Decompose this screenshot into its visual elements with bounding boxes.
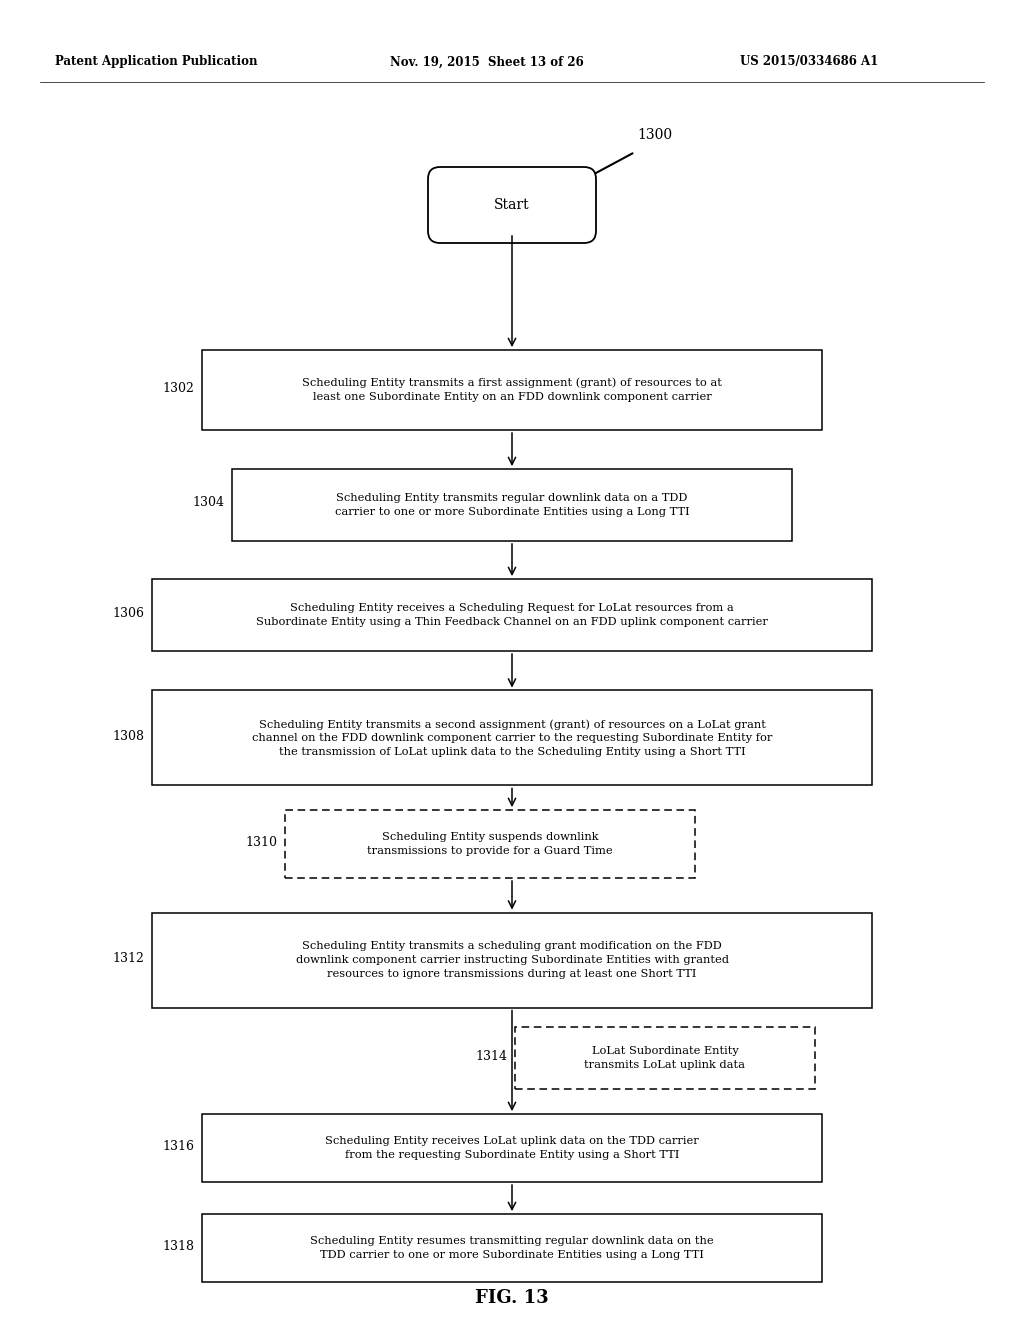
Text: Patent Application Publication: Patent Application Publication (55, 55, 257, 69)
Text: 1310: 1310 (245, 836, 278, 849)
Text: 1300: 1300 (637, 128, 673, 143)
Text: 1312: 1312 (112, 952, 144, 965)
Text: 1306: 1306 (112, 606, 144, 619)
Text: Scheduling Entity transmits a first assignment (grant) of resources to at
least : Scheduling Entity transmits a first assi… (302, 378, 722, 403)
Text: LoLat Subordinate Entity
transmits LoLat uplink data: LoLat Subordinate Entity transmits LoLat… (585, 1047, 745, 1069)
FancyBboxPatch shape (152, 579, 872, 651)
FancyBboxPatch shape (152, 912, 872, 1007)
Text: 1304: 1304 (193, 496, 224, 510)
Text: Scheduling Entity transmits regular downlink data on a TDD
carrier to one or mor: Scheduling Entity transmits regular down… (335, 494, 689, 517)
Text: Scheduling Entity transmits a scheduling grant modification on the FDD
downlink : Scheduling Entity transmits a scheduling… (296, 941, 728, 978)
Text: Scheduling Entity suspends downlink
transmissions to provide for a Guard Time: Scheduling Entity suspends downlink tran… (368, 832, 612, 855)
FancyBboxPatch shape (202, 350, 822, 430)
FancyBboxPatch shape (202, 1214, 822, 1282)
Text: FIG. 13: FIG. 13 (475, 1290, 549, 1307)
Text: Nov. 19, 2015  Sheet 13 of 26: Nov. 19, 2015 Sheet 13 of 26 (390, 55, 584, 69)
Text: Start: Start (495, 198, 529, 213)
Text: 1318: 1318 (162, 1239, 194, 1253)
Text: 1308: 1308 (112, 730, 144, 742)
FancyBboxPatch shape (515, 1027, 815, 1089)
Text: 1316: 1316 (162, 1139, 194, 1152)
FancyBboxPatch shape (232, 469, 792, 541)
FancyBboxPatch shape (202, 1114, 822, 1181)
Text: Scheduling Entity resumes transmitting regular downlink data on the
TDD carrier : Scheduling Entity resumes transmitting r… (310, 1237, 714, 1259)
Text: 1302: 1302 (162, 381, 194, 395)
Text: Scheduling Entity receives a Scheduling Request for LoLat resources from a
Subor: Scheduling Entity receives a Scheduling … (256, 603, 768, 627)
FancyBboxPatch shape (428, 168, 596, 243)
FancyBboxPatch shape (285, 810, 695, 878)
Text: Scheduling Entity transmits a second assignment (grant) of resources on a LoLat : Scheduling Entity transmits a second ass… (252, 719, 772, 756)
Text: Scheduling Entity receives LoLat uplink data on the TDD carrier
from the request: Scheduling Entity receives LoLat uplink … (326, 1137, 698, 1160)
Text: US 2015/0334686 A1: US 2015/0334686 A1 (740, 55, 879, 69)
Text: 1314: 1314 (475, 1049, 507, 1063)
FancyBboxPatch shape (152, 690, 872, 785)
